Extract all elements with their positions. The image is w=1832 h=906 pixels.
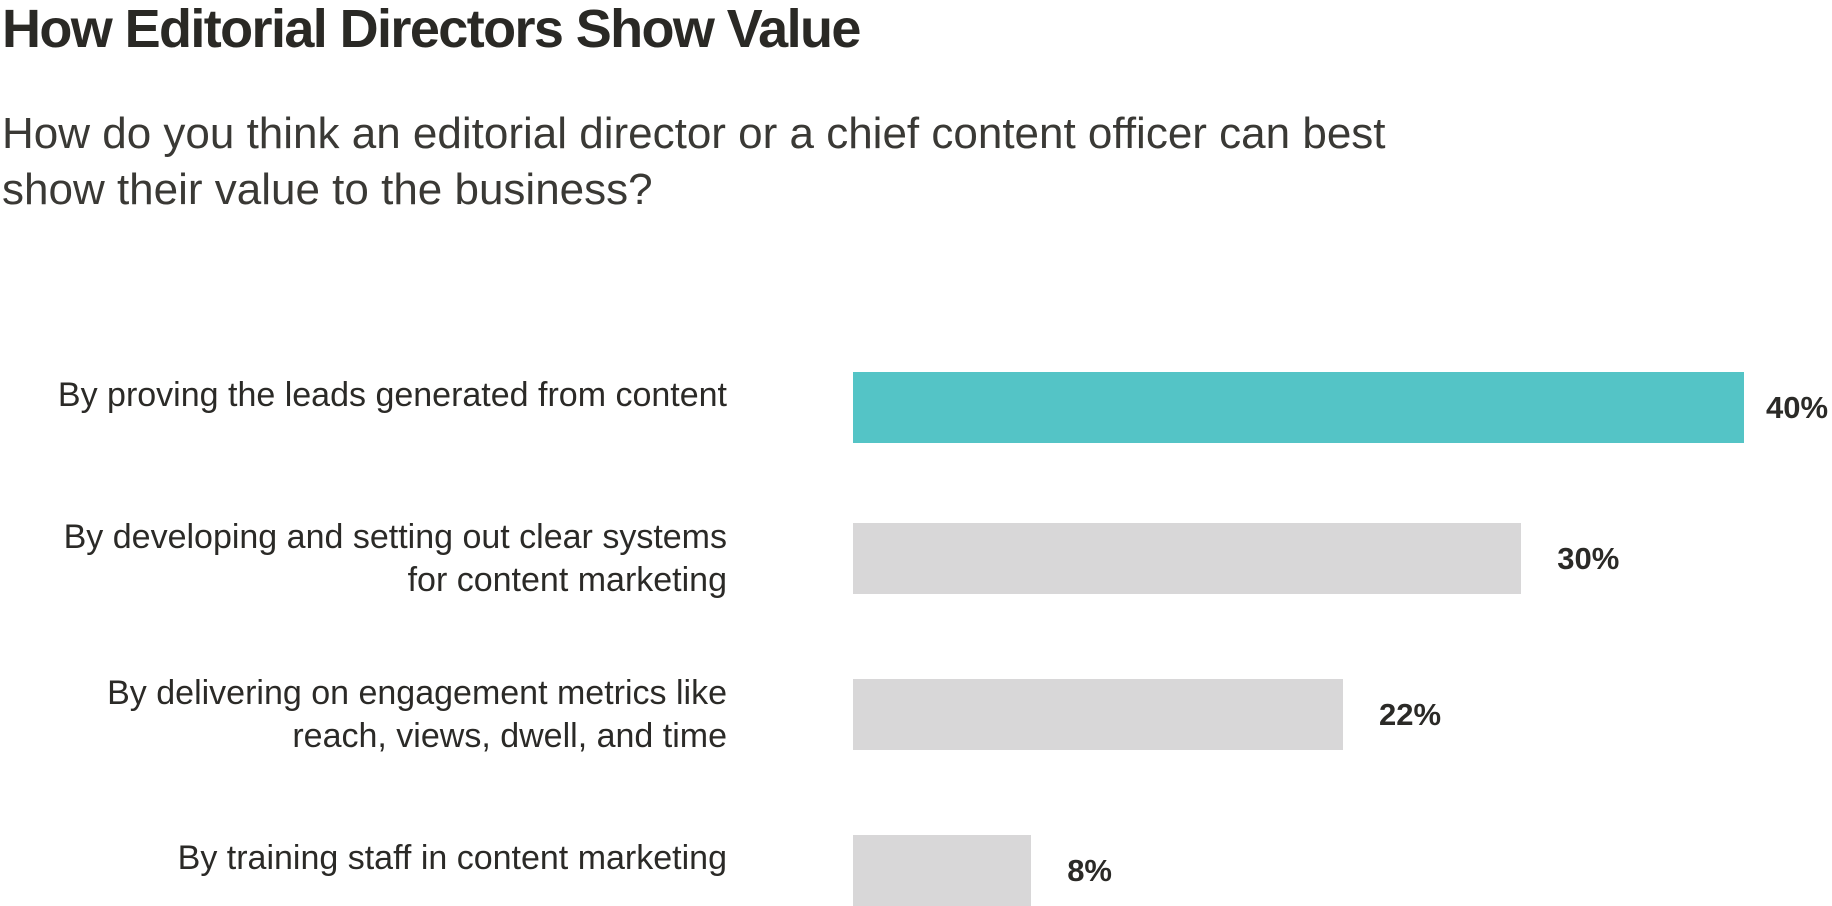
category-label-line: By developing and setting out clear syst… [63,517,727,556]
value-label-3: 22% [1379,696,1442,732]
category-label-line: reach, views, dwell, and time [292,716,727,755]
category-label-4: By training staff in content marketing [0,837,727,880]
category-label-2: By developing and setting out clear syst… [0,516,727,602]
category-label-3: By delivering on engagement metrics like… [0,672,727,758]
value-label-4: 8% [1067,852,1112,888]
category-label-line: By proving the leads generated from cont… [57,376,727,414]
value-label-1: 40% [1766,389,1829,425]
category-label-line: By delivering on engagement metrics like [107,673,727,712]
chart-title: How Editorial Directors Show Value [2,0,861,59]
bar-3 [853,679,1344,750]
chart-subtitle: How do you think an editorial director o… [2,109,1386,214]
category-label-line: By training staff in content marketing [177,839,727,877]
value-label-2: 30% [1557,540,1620,576]
bar-2 [853,523,1522,594]
bar-4 [853,835,1032,906]
category-label-line: for content marketing [407,560,727,599]
category-label-1: By proving the leads generated from cont… [0,374,727,417]
bar-1 [853,372,1744,443]
